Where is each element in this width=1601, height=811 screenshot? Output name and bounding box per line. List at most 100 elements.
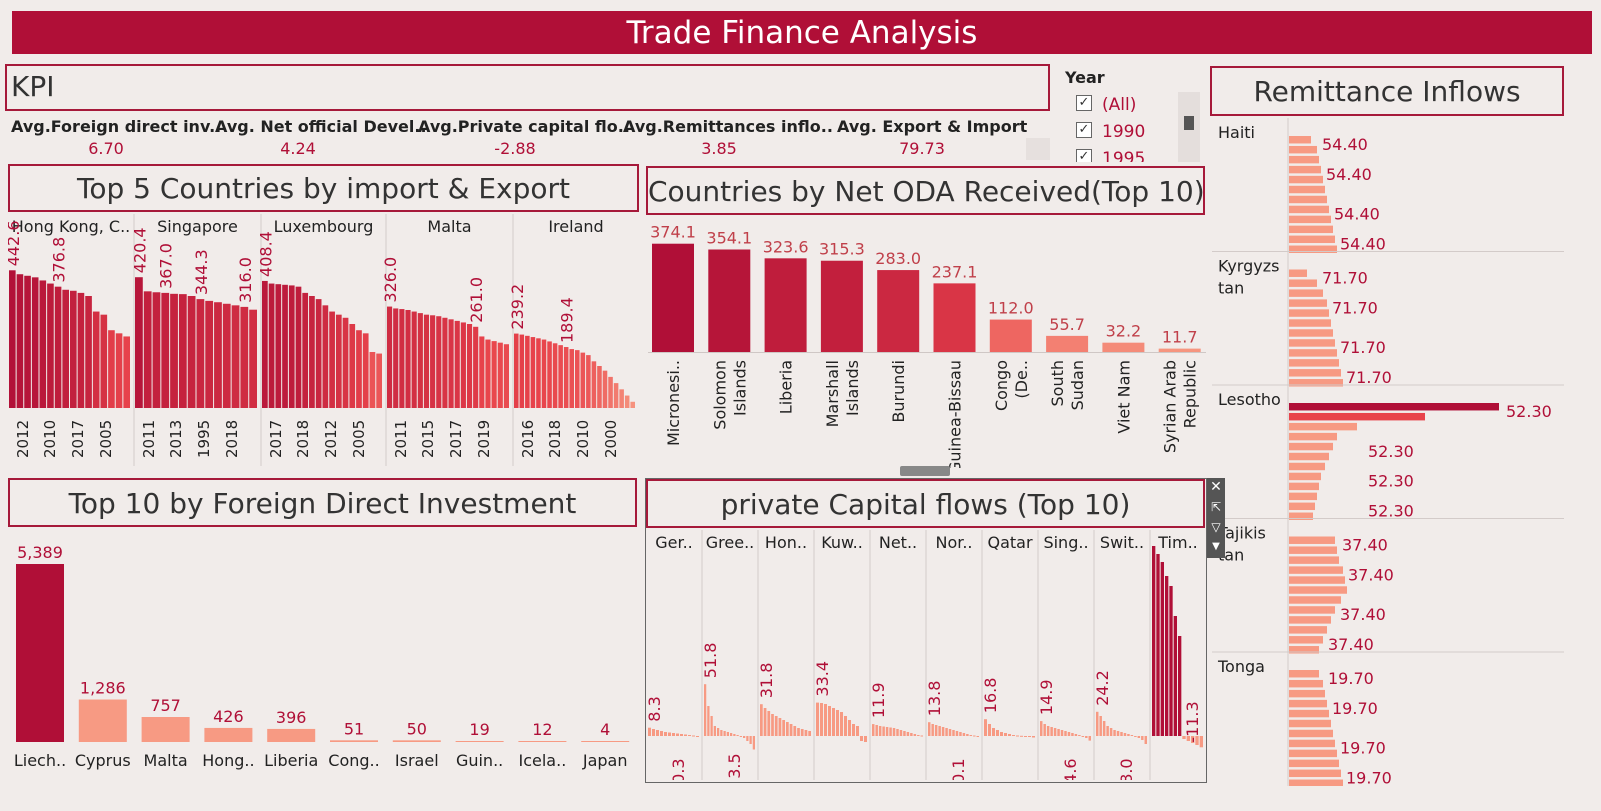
pcf-bar (652, 729, 655, 736)
oda-bar (764, 258, 807, 352)
rem-bar (1289, 136, 1311, 144)
filter-icon[interactable]: ▽ (1211, 520, 1221, 534)
top5-bar (70, 290, 77, 408)
pcf-min-label: -8.0 (1117, 758, 1136, 780)
top5-bar (442, 317, 448, 408)
pcf-bar (656, 730, 659, 736)
pcf-bar (688, 735, 691, 736)
top5-bar (530, 337, 536, 408)
top5-year-label: 2018 (546, 420, 564, 458)
year-option-1995[interactable]: 1995 (1102, 149, 1146, 162)
oda-category-label: Solomon (710, 360, 729, 430)
rem-bar (1289, 566, 1343, 574)
pcf-bar (782, 720, 785, 736)
top5-bar (143, 291, 152, 408)
pcf-bar (896, 729, 899, 736)
year-option-all[interactable]: (All) (1102, 95, 1137, 115)
top5-bar (31, 277, 39, 408)
pcf-bar (1053, 728, 1057, 736)
rem-bar (1289, 556, 1339, 564)
top5-bar (454, 320, 460, 408)
pcf-bar (1071, 733, 1074, 736)
fdi-data-label: 50 (407, 719, 427, 738)
top5-year-label: 2005 (97, 420, 115, 458)
year-filter-scrollbar[interactable] (1178, 92, 1200, 162)
year-checkbox-all[interactable]: ✓ (1076, 95, 1092, 111)
fdi-chart: 5,389 Liech.. 1,286 Cyprus 757 Malta 426 Hong..… (14, 543, 630, 770)
top5-bar (479, 336, 485, 408)
top5-bar (309, 296, 315, 408)
kpi-scroll-stub (1026, 138, 1050, 160)
rem-bar (1289, 309, 1329, 317)
pcf-bar (771, 714, 774, 736)
year-checkbox-1995[interactable]: ✓ (1076, 149, 1092, 162)
rem-bar (1289, 145, 1317, 154)
rem-data-label: 54.40 (1340, 235, 1386, 254)
top5-year-label: 2000 (602, 420, 620, 458)
rem-bar (1289, 759, 1339, 768)
top5-bar (85, 296, 92, 408)
pcf-bar (684, 734, 687, 736)
top5-data-label: 376.8 (50, 237, 69, 283)
oda-category-label: Islands (730, 360, 749, 416)
top5-bar (100, 314, 108, 408)
pcf-bar (1130, 735, 1134, 736)
pcf-min-label: -0.3 (669, 758, 688, 780)
fdi-category-label: Icela.. (519, 751, 567, 770)
rem-data-label: 71.70 (1332, 298, 1378, 317)
rem-bar (1289, 512, 1313, 520)
open-external-icon[interactable]: ⇱ (1210, 500, 1222, 514)
rem-bar (1289, 749, 1337, 758)
rem-bar (1289, 165, 1321, 174)
top5-year-label: 2018 (294, 420, 312, 458)
fdi-bar (392, 740, 441, 742)
rem-bar (1289, 546, 1337, 554)
top5-pane-label: Luxembourg (274, 217, 374, 236)
pcf-bar (804, 730, 808, 736)
pcf-bar (789, 724, 793, 736)
pcf-bar (955, 731, 959, 736)
pcf-bar (992, 728, 995, 736)
pcf-bar (1134, 736, 1137, 737)
pcf-bar (824, 704, 827, 736)
top5-bar (466, 324, 473, 408)
pcf-bar (1078, 735, 1081, 736)
year-filter-scroll-thumb[interactable] (1184, 116, 1194, 130)
rem-data-label: 37.40 (1342, 535, 1388, 554)
fdi-data-label: 1,286 (80, 679, 126, 698)
drag-handle[interactable] (900, 466, 950, 476)
close-icon[interactable]: ✕ (1210, 479, 1222, 495)
top5-bar (376, 353, 382, 408)
rem-bar (1289, 646, 1319, 654)
pcf-pane-label: Ger.. (655, 533, 693, 552)
pcf-pane-label: Swit.. (1100, 533, 1144, 552)
pcf-pane-label: Gree.. (706, 533, 754, 552)
pcf-max-label: 13.8 (925, 681, 944, 717)
rem-data-label: 54.40 (1334, 205, 1380, 224)
top5-data-label: 344.3 (192, 249, 211, 295)
rem-bar (1289, 269, 1307, 277)
year-checkbox-1990[interactable]: ✓ (1076, 122, 1092, 138)
pcf-bar (1000, 732, 1003, 736)
rem-data-label: 52.30 (1368, 472, 1414, 491)
pcf-bar (1096, 711, 1099, 736)
rem-country-label: Tonga (1217, 657, 1265, 676)
top5-bar (569, 349, 574, 408)
pcf-bar (920, 735, 923, 737)
rem-title: Remittance Inflows (1210, 66, 1564, 116)
pcf-min-label: -4.6 (1061, 758, 1080, 780)
rem-bar (1289, 369, 1341, 377)
pcf-pane-label: Qatar (987, 533, 1032, 552)
pcf-bar (1028, 736, 1031, 737)
rem-bar (1289, 626, 1327, 634)
rem-bar (1289, 359, 1339, 367)
more-options-icon[interactable]: ▼ (1212, 541, 1220, 552)
fdi-category-label: Israel (395, 751, 439, 770)
pcf-bar (984, 719, 987, 736)
pcf-bar (1141, 736, 1144, 740)
year-option-1990[interactable]: 1990 (1102, 122, 1146, 142)
pcf-bar (959, 732, 962, 736)
top5-bar (123, 336, 130, 408)
pcf-bar (752, 736, 755, 750)
rem-bar (1289, 719, 1331, 728)
